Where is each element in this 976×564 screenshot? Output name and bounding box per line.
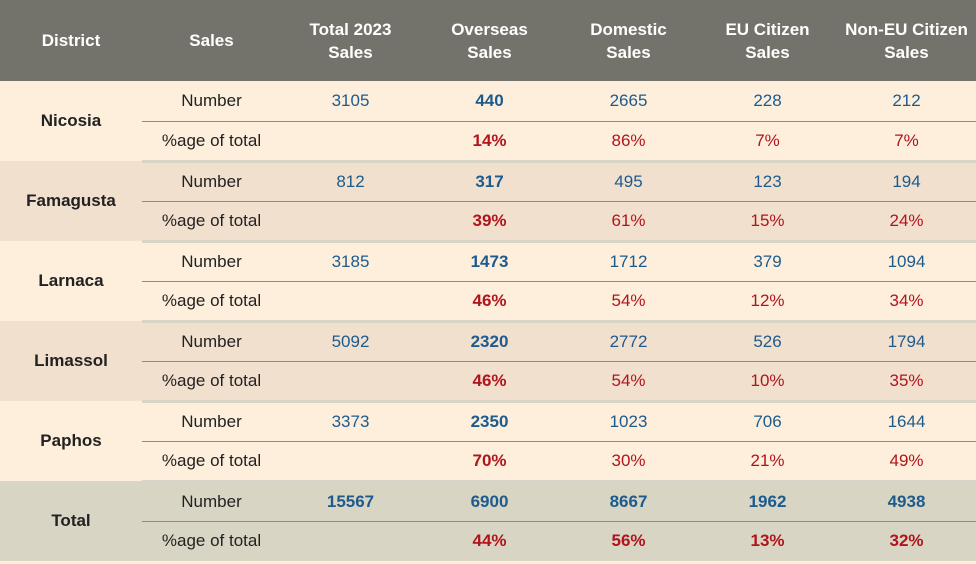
district-name: Famagusta: [0, 161, 142, 241]
cell-total-pct: [281, 121, 420, 163]
cell-total-pct: [281, 201, 420, 243]
table-row: %age of total 46% 54% 12% 34%: [0, 281, 976, 323]
cell-eu-number: 1962: [698, 481, 837, 522]
row-label-pct: %age of total: [142, 441, 281, 483]
cell-domestic-number: 495: [559, 161, 698, 202]
cell-domestic-number: 2665: [559, 81, 698, 122]
cell-overseas-number: 2350: [420, 401, 559, 442]
district-name: Paphos: [0, 401, 142, 481]
cell-eu-pct: 7%: [698, 121, 837, 163]
row-label-number: Number: [142, 321, 281, 362]
cell-overseas-number: 317: [420, 161, 559, 202]
cell-domestic-number: 8667: [559, 481, 698, 522]
cell-eu-pct: 12%: [698, 281, 837, 323]
cell-non-eu-number: 1644: [837, 401, 976, 442]
cell-total-number: 5092: [281, 321, 420, 362]
cell-non-eu-number: 194: [837, 161, 976, 202]
header-overseas-sales: Overseas Sales: [451, 19, 528, 62]
cell-domestic-number: 1023: [559, 401, 698, 442]
cell-eu-number: 379: [698, 241, 837, 282]
cell-domestic-pct: 61%: [559, 201, 698, 243]
total-label: Total: [0, 481, 142, 561]
cell-non-eu-number: 1794: [837, 321, 976, 362]
cell-eu-number: 228: [698, 81, 837, 122]
row-label-pct: %age of total: [142, 281, 281, 323]
cell-overseas-number: 1473: [420, 241, 559, 282]
cell-total-number: 812: [281, 161, 420, 202]
cell-non-eu-number: 1094: [837, 241, 976, 282]
row-label-number: Number: [142, 161, 281, 202]
cell-overseas-pct: 70%: [420, 441, 559, 483]
district-name: Limassol: [0, 321, 142, 401]
total-row: Total Number 15567 6900 8667 1962 4938: [0, 481, 976, 561]
cell-non-eu-pct: 32%: [837, 521, 976, 561]
table-row: %age of total 39% 61% 15% 24%: [0, 201, 976, 243]
cell-overseas-pct: 44%: [420, 521, 559, 561]
cell-domestic-pct: 30%: [559, 441, 698, 483]
table-row: Famagusta Number 812 317 495 123 194: [0, 161, 976, 241]
cell-domestic-pct: 54%: [559, 361, 698, 403]
row-label-pct: %age of total: [142, 521, 281, 561]
cell-non-eu-number: 212: [837, 81, 976, 122]
cell-non-eu-pct: 24%: [837, 201, 976, 243]
district-name: Larnaca: [0, 241, 142, 321]
cell-eu-pct: 13%: [698, 521, 837, 561]
header-row: District Sales Total 2023 Sales Overseas…: [0, 0, 976, 81]
cell-domestic-number: 2772: [559, 321, 698, 362]
cell-non-eu-number: 4938: [837, 481, 976, 522]
cell-non-eu-pct: 35%: [837, 361, 976, 403]
cell-domestic-pct: 54%: [559, 281, 698, 323]
header-domestic-sales: Domestic Sales: [590, 19, 667, 62]
cell-eu-number: 526: [698, 321, 837, 362]
cell-non-eu-pct: 7%: [837, 121, 976, 163]
row-label-number: Number: [142, 481, 281, 522]
cell-non-eu-pct: 34%: [837, 281, 976, 323]
row-label-number: Number: [142, 401, 281, 442]
cell-overseas-pct: 39%: [420, 201, 559, 243]
row-label-pct: %age of total: [142, 121, 281, 163]
header-district: District: [41, 31, 101, 50]
header-eu-citizen-sales: EU Citizen Sales: [725, 19, 810, 62]
cell-total-pct: [281, 521, 420, 561]
table-row: Larnaca Number 3185 1473 1712 379 1094: [0, 241, 976, 321]
cell-eu-pct: 10%: [698, 361, 837, 403]
cell-total-pct: [281, 281, 420, 323]
table-row: Nicosia Number 3105 440 2665 228 212: [0, 81, 976, 161]
table-row: %age of total 14% 86% 7% 7%: [0, 121, 976, 163]
header-sales: Sales: [189, 31, 234, 50]
table-row: Paphos Number 3373 2350 1023 706 1644: [0, 401, 976, 481]
row-label-number: Number: [142, 241, 281, 282]
cell-overseas-number: 440: [420, 81, 559, 122]
header-non-eu-citizen-sales: Non-EU Citizen Sales: [845, 19, 968, 62]
cell-domestic-pct: 86%: [559, 121, 698, 163]
cell-total-number: 3105: [281, 81, 420, 122]
table-row: %age of total 46% 54% 10% 35%: [0, 361, 976, 403]
cell-eu-number: 123: [698, 161, 837, 202]
cell-non-eu-pct: 49%: [837, 441, 976, 483]
cell-total-number: 3185: [281, 241, 420, 282]
cell-eu-pct: 15%: [698, 201, 837, 243]
cell-total-pct: [281, 441, 420, 483]
cell-overseas-pct: 14%: [420, 121, 559, 163]
row-label-pct: %age of total: [142, 361, 281, 403]
table-row: Limassol Number 5092 2320 2772 526 1794: [0, 321, 976, 401]
cell-total-number: 15567: [281, 481, 420, 522]
cell-overseas-pct: 46%: [420, 281, 559, 323]
cell-total-number: 3373: [281, 401, 420, 442]
district-name: Nicosia: [0, 81, 142, 161]
cell-overseas-number: 6900: [420, 481, 559, 522]
cell-domestic-pct: 56%: [559, 521, 698, 561]
table-row: %age of total 70% 30% 21% 49%: [0, 441, 976, 483]
cell-overseas-number: 2320: [420, 321, 559, 362]
cell-eu-number: 706: [698, 401, 837, 442]
cell-total-pct: [281, 361, 420, 403]
row-label-number: Number: [142, 81, 281, 122]
cell-overseas-pct: 46%: [420, 361, 559, 403]
total-row: %age of total 44% 56% 13% 32%: [0, 521, 976, 561]
cell-domestic-number: 1712: [559, 241, 698, 282]
header-total-2023-sales: Total 2023 Sales: [309, 19, 392, 62]
cell-eu-pct: 21%: [698, 441, 837, 483]
row-label-pct: %age of total: [142, 201, 281, 243]
